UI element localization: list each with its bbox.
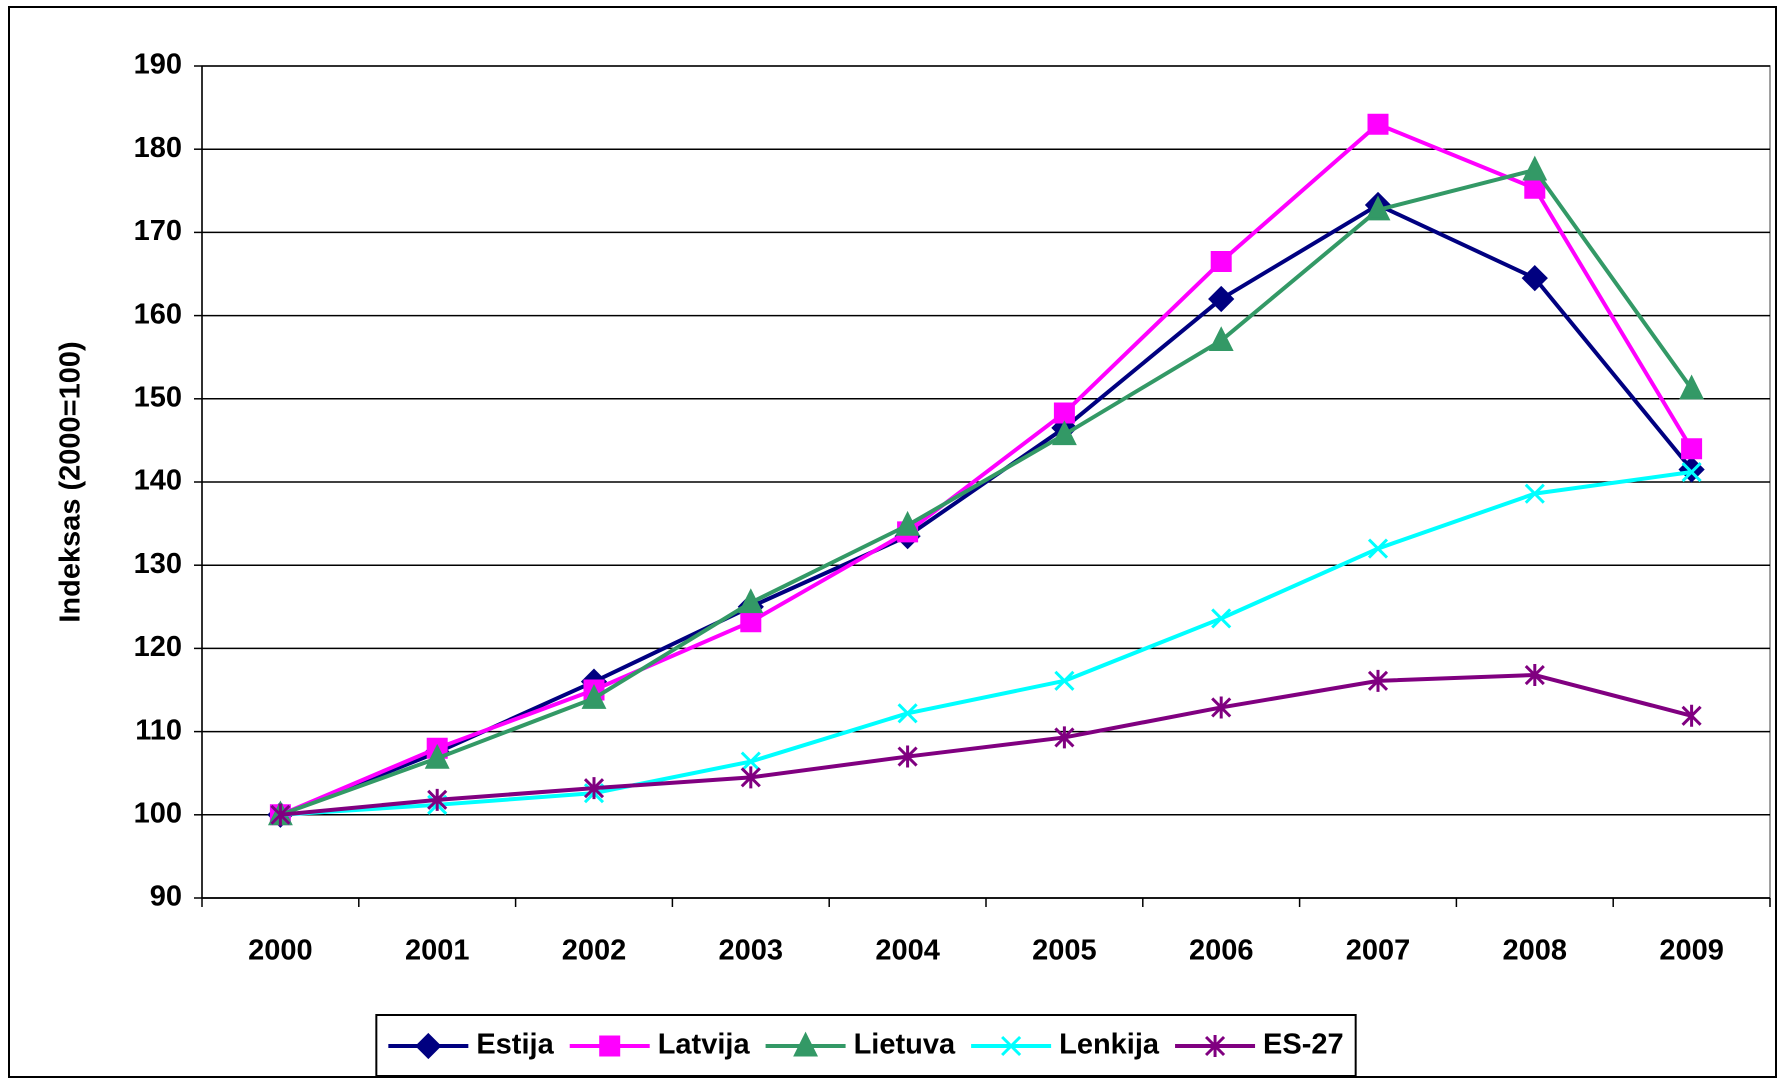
y-tick-label: 150 xyxy=(134,381,182,413)
marker xyxy=(1204,1035,1226,1057)
x-tick-label: 2009 xyxy=(1659,935,1724,967)
legend-label: Latvija xyxy=(658,1029,751,1061)
y-tick-label: 130 xyxy=(134,548,182,580)
x-tick-label: 2005 xyxy=(1032,935,1097,967)
marker xyxy=(1051,420,1077,446)
series-line xyxy=(280,470,1692,817)
marker xyxy=(1367,538,1389,559)
marker xyxy=(1054,726,1075,749)
marker xyxy=(270,803,291,826)
x-tick-label: 2002 xyxy=(562,935,627,967)
marker xyxy=(1524,483,1545,504)
marker xyxy=(740,611,762,633)
marker xyxy=(895,510,921,536)
marker xyxy=(1053,402,1075,424)
series-line xyxy=(279,168,1694,817)
marker xyxy=(1001,1035,1022,1057)
marker xyxy=(427,788,448,811)
x-tick-label: 2001 xyxy=(405,935,470,967)
marker xyxy=(1681,438,1703,460)
marker xyxy=(1679,374,1705,400)
y-tick-label: 120 xyxy=(134,631,182,663)
marker xyxy=(1208,285,1235,313)
x-tick-label: 2007 xyxy=(1346,935,1411,967)
marker xyxy=(897,703,918,724)
marker xyxy=(581,683,607,709)
marker xyxy=(424,743,450,769)
marker xyxy=(1211,696,1232,719)
marker xyxy=(1521,265,1548,292)
y-tick-label: 140 xyxy=(134,465,182,497)
marker xyxy=(599,1035,621,1057)
marker xyxy=(1524,664,1545,687)
y-tick-label: 170 xyxy=(134,215,182,247)
x-tick-label: 2003 xyxy=(719,935,784,967)
legend-label: Lenkija xyxy=(1059,1029,1160,1061)
y-tick-label: 160 xyxy=(134,298,182,330)
marker xyxy=(1054,670,1075,691)
y-tick-label: 190 xyxy=(134,49,182,81)
legend-label: Estija xyxy=(476,1029,554,1061)
marker xyxy=(583,777,605,800)
marker xyxy=(740,766,761,789)
marker xyxy=(1522,155,1548,181)
marker xyxy=(1367,669,1389,692)
marker xyxy=(740,751,761,772)
marker xyxy=(897,745,918,768)
y-tick-label: 90 xyxy=(150,881,182,913)
series-line xyxy=(280,673,1693,817)
marker xyxy=(1211,608,1232,629)
marker xyxy=(738,588,764,614)
legend: Estija Latvija Lietuva Lenkija ES-27 xyxy=(375,1014,1357,1077)
y-tick-label: 100 xyxy=(134,797,182,829)
series-line xyxy=(279,122,1694,817)
marker xyxy=(1208,326,1234,352)
x-tick-label: 2000 xyxy=(248,935,313,967)
x-tick-label: 2008 xyxy=(1503,935,1568,967)
y-tick-label: 180 xyxy=(134,132,182,164)
marker xyxy=(1681,461,1702,483)
y-tick-label: 110 xyxy=(135,714,182,746)
x-tick-label: 2004 xyxy=(875,935,940,967)
legend-label: Lietuva xyxy=(854,1029,956,1061)
x-tick-label: 2006 xyxy=(1189,935,1254,967)
y-axis-label: Indeksas (2000=100) xyxy=(55,341,87,622)
marker xyxy=(415,1032,442,1060)
marker xyxy=(1365,195,1391,221)
legend-label: ES-27 xyxy=(1263,1029,1344,1061)
marker xyxy=(1367,113,1389,135)
marker xyxy=(1210,251,1232,273)
marker xyxy=(793,1031,819,1057)
marker xyxy=(1681,704,1702,727)
